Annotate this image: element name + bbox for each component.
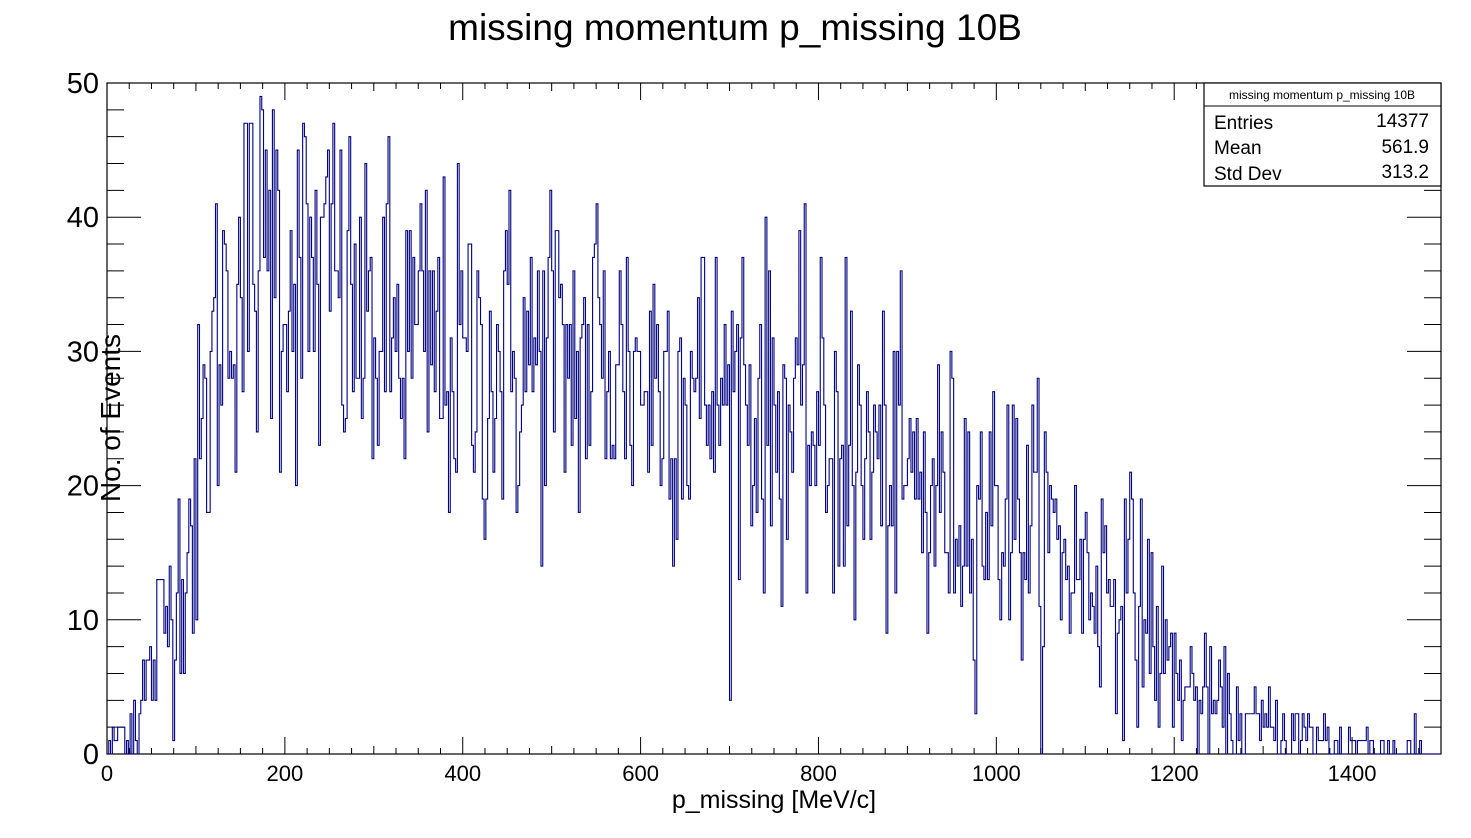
y-tick-label: 40	[67, 202, 99, 234]
chart-title: missing momentum p_missing 10B	[448, 7, 1022, 48]
stats-box-frame	[1203, 82, 1442, 187]
histogram-series-line	[107, 95, 1441, 755]
x-tick-label: 0	[101, 761, 113, 786]
x-tick-label: 200	[267, 761, 304, 786]
y-tick-label: 30	[67, 336, 99, 368]
stats-box: missing momentum p_missing 10B Entries 1…	[1203, 82, 1442, 187]
stats-mean-label: Mean	[1214, 138, 1262, 159]
stats-entries-value: 14377	[1376, 111, 1429, 132]
x-tick-label: 600	[622, 761, 659, 786]
x-axis-label: p_missing [MeV/c]	[672, 786, 876, 814]
x-tick-label: 1400	[1328, 761, 1377, 786]
x-tick-label: 800	[800, 761, 837, 786]
y-tick-label: 20	[67, 471, 99, 503]
y-tick-label: 10	[67, 605, 99, 637]
stats-stddev-label: Std Dev	[1214, 164, 1282, 185]
y-axis-label: No. of Events	[95, 334, 126, 502]
y-tick-label: 0	[83, 739, 99, 771]
y-tick-label: 50	[67, 68, 99, 100]
stats-stddev-value: 313.2	[1381, 162, 1429, 183]
x-tick-labels: 0 200 400 600 800 1000 1200 1400	[101, 761, 1377, 786]
x-tick-label: 1000	[972, 761, 1021, 786]
stats-entries-label: Entries	[1214, 113, 1273, 134]
x-tick-label: 1200	[1150, 761, 1199, 786]
stats-title: missing momentum p_missing 10B	[1229, 88, 1415, 102]
y-tick-labels: 0 10 20 30 40 50	[67, 68, 99, 771]
stats-mean-value: 561.9	[1381, 137, 1429, 158]
x-tick-label: 400	[444, 761, 481, 786]
